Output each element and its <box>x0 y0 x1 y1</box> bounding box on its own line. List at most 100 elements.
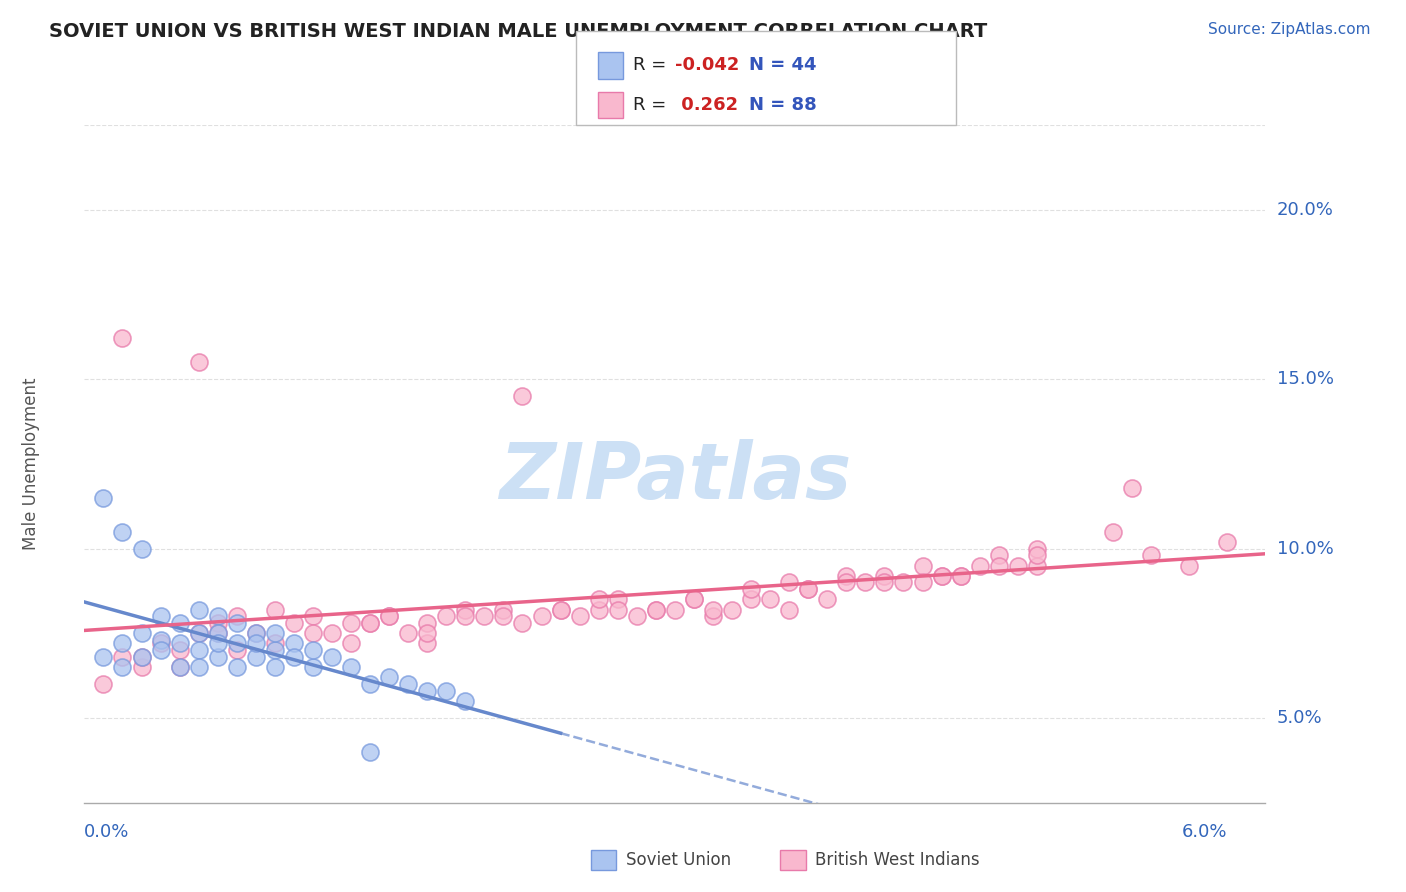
Point <box>149 643 172 657</box>
Point <box>1007 558 1029 573</box>
Point <box>969 558 991 573</box>
Point <box>263 636 285 650</box>
Point <box>225 660 247 674</box>
Point <box>606 592 628 607</box>
Point <box>740 592 762 607</box>
Point <box>149 633 172 648</box>
Text: Soviet Union: Soviet Union <box>626 851 731 869</box>
Point <box>245 626 267 640</box>
Point <box>835 568 858 582</box>
Text: 20.0%: 20.0% <box>1277 201 1333 219</box>
Point <box>149 609 172 624</box>
Text: SOVIET UNION VS BRITISH WEST INDIAN MALE UNEMPLOYMENT CORRELATION CHART: SOVIET UNION VS BRITISH WEST INDIAN MALE… <box>49 22 987 41</box>
Point <box>283 650 305 665</box>
Text: R =: R = <box>633 96 672 114</box>
Text: 6.0%: 6.0% <box>1182 823 1227 841</box>
Point <box>111 636 134 650</box>
Point <box>207 616 229 631</box>
Point <box>302 643 325 657</box>
Point <box>454 694 477 708</box>
Point <box>207 609 229 624</box>
Point <box>111 331 134 345</box>
Point <box>245 626 267 640</box>
Point <box>416 636 439 650</box>
Point <box>644 602 666 616</box>
Text: Male Unemployment: Male Unemployment <box>22 377 41 550</box>
Point <box>664 602 686 616</box>
Text: -0.042: -0.042 <box>675 56 740 74</box>
Point <box>721 602 744 616</box>
Point <box>683 592 706 607</box>
Point <box>1102 524 1125 539</box>
Point <box>131 626 153 640</box>
Text: 15.0%: 15.0% <box>1277 370 1333 388</box>
Point <box>987 558 1010 573</box>
Point <box>416 684 439 698</box>
Point <box>1140 549 1163 563</box>
Point <box>797 582 820 597</box>
Text: Source: ZipAtlas.com: Source: ZipAtlas.com <box>1208 22 1371 37</box>
Point <box>225 636 247 650</box>
Point <box>283 636 305 650</box>
Point <box>949 568 972 582</box>
Point <box>187 602 209 616</box>
Text: 0.0%: 0.0% <box>84 823 129 841</box>
Point <box>187 660 209 674</box>
Point <box>1025 558 1047 573</box>
Point <box>550 602 572 616</box>
Point <box>131 650 153 665</box>
Point <box>111 524 134 539</box>
Point <box>225 643 247 657</box>
Point <box>588 592 610 607</box>
Point <box>644 602 666 616</box>
Point <box>149 636 172 650</box>
Point <box>111 660 134 674</box>
Point <box>359 677 381 691</box>
Point <box>778 575 800 590</box>
Point <box>434 609 457 624</box>
Point <box>1025 549 1047 563</box>
Point <box>835 575 858 590</box>
Point <box>340 636 363 650</box>
Text: 10.0%: 10.0% <box>1277 540 1333 558</box>
Point <box>492 602 515 616</box>
Point <box>797 582 820 597</box>
Point <box>512 616 534 631</box>
Point <box>378 670 401 684</box>
Point <box>1216 534 1239 549</box>
Point <box>225 616 247 631</box>
Point <box>606 602 628 616</box>
Point <box>911 558 934 573</box>
Point <box>778 602 800 616</box>
Point <box>987 549 1010 563</box>
Point <box>550 602 572 616</box>
Point <box>512 389 534 403</box>
Point <box>169 616 191 631</box>
Point <box>187 643 209 657</box>
Text: N = 88: N = 88 <box>749 96 817 114</box>
Point <box>340 660 363 674</box>
Point <box>626 609 648 624</box>
Point <box>131 660 153 674</box>
Point <box>302 626 325 640</box>
Point <box>759 592 782 607</box>
Point <box>225 609 247 624</box>
Text: N = 44: N = 44 <box>749 56 817 74</box>
Point <box>359 616 381 631</box>
Point <box>263 643 285 657</box>
Point <box>740 582 762 597</box>
Point <box>873 568 896 582</box>
Point <box>283 616 305 631</box>
Point <box>683 592 706 607</box>
Point <box>568 609 591 624</box>
Point <box>187 355 209 369</box>
Point <box>815 592 838 607</box>
Point <box>931 568 953 582</box>
Point <box>931 568 953 582</box>
Point <box>131 541 153 556</box>
Point <box>131 650 153 665</box>
Point <box>207 626 229 640</box>
Point <box>169 643 191 657</box>
Point <box>245 650 267 665</box>
Point <box>434 684 457 698</box>
